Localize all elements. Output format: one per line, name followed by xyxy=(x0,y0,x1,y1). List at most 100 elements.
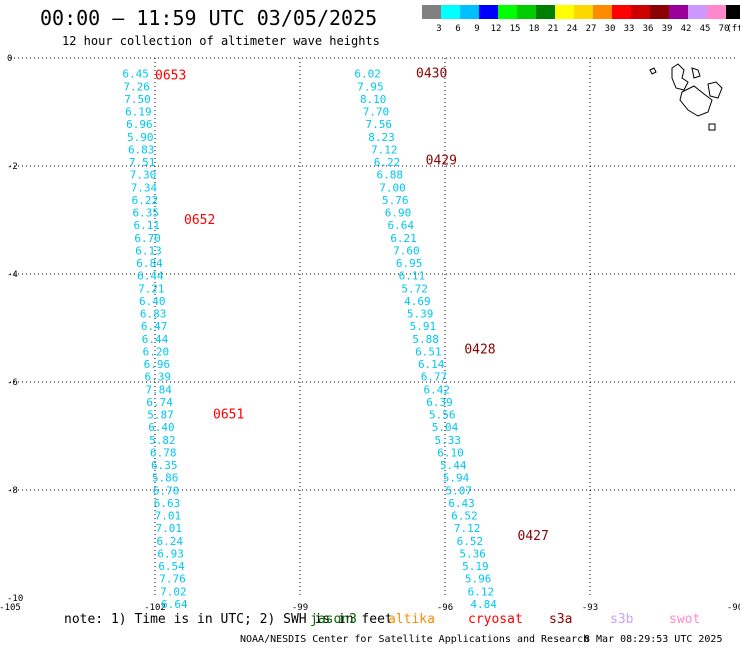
wave-height-value: 5.96 xyxy=(465,573,492,586)
lat-label: 0 xyxy=(7,54,12,64)
wave-height-value: 6.40 xyxy=(139,295,166,308)
wave-height-value: 7.50 xyxy=(124,93,151,106)
legend-swatch-3 xyxy=(422,5,441,19)
satellite-jason3: jason3 xyxy=(310,612,357,627)
wave-height-value: 7.26 xyxy=(123,80,150,93)
legend-label: 18 xyxy=(529,24,540,34)
wave-height-value: 6.20 xyxy=(143,345,170,358)
pass-time-label: 0428 xyxy=(464,343,495,358)
credit-line: NOAA/NESDIS Center for Satellite Applica… xyxy=(240,634,590,645)
wave-height-value: 6.44 xyxy=(137,270,164,283)
satellite-cryosat: cryosat xyxy=(468,612,523,627)
lat-label: -10 xyxy=(7,594,23,604)
wave-height-value: 5.56 xyxy=(429,409,456,422)
lat-label: -2 xyxy=(7,162,18,172)
wave-height-value: 5.19 xyxy=(462,560,489,573)
legend-label: 6 xyxy=(455,24,460,34)
wave-height-value: 6.95 xyxy=(396,257,423,270)
wave-height-value: 6.47 xyxy=(141,320,168,333)
lon-label: -90 xyxy=(727,603,740,613)
wave-height-value: 6.83 xyxy=(140,308,167,321)
satellite-altika: altika xyxy=(388,612,435,627)
legend-swatch-70 xyxy=(707,5,726,19)
legend-label: 36 xyxy=(643,24,654,34)
wave-height-value: 5.76 xyxy=(382,194,409,207)
wave-height-value: 6.93 xyxy=(157,547,184,560)
wave-height-value: 7.01 xyxy=(155,510,182,523)
wave-height-value: 5.04 xyxy=(432,421,459,434)
wave-height-value: 5.90 xyxy=(127,131,154,144)
wave-height-value: 7.51 xyxy=(129,156,156,169)
wave-height-value: 7.12 xyxy=(454,522,481,535)
wave-height-value: 6.70 xyxy=(153,484,180,497)
altimeter-tracks: 6.457.267.506.196.965.906.837.517.307.34… xyxy=(122,68,497,611)
wave-height-value: 4.84 xyxy=(470,598,497,611)
legend-label: 70 xyxy=(719,24,730,34)
pass-time-label: 0653 xyxy=(155,69,186,84)
wave-height-value: 5.39 xyxy=(407,308,434,321)
wave-height-value: 5.87 xyxy=(147,409,174,422)
pass-time-label: 0430 xyxy=(416,67,447,82)
wave-height-value: 7.84 xyxy=(145,383,172,396)
island-shape xyxy=(691,67,701,79)
wave-height-value: 6.22 xyxy=(374,156,401,169)
wave-height-value: 6.52 xyxy=(457,535,484,548)
legend-swatch-6 xyxy=(441,5,460,19)
wave-height-value: 5.33 xyxy=(435,434,462,447)
wave-height-value: 6.10 xyxy=(437,446,464,459)
wave-height-value: 6.13 xyxy=(135,244,162,257)
wave-height-value: 6.96 xyxy=(144,358,171,371)
island-shape xyxy=(671,63,689,91)
wave-height-value: 7.00 xyxy=(379,181,406,194)
wave-height-value: 5.86 xyxy=(152,472,179,485)
wave-height-value: 7.34 xyxy=(131,181,158,194)
satellite-s3a: s3a xyxy=(549,612,573,627)
legend-swatch-12 xyxy=(479,5,498,19)
legend-label: 9 xyxy=(474,24,479,34)
wave-height-value: 5.82 xyxy=(149,434,176,447)
wave-height-value: 5.88 xyxy=(412,333,439,346)
legend-swatch-15 xyxy=(498,5,517,19)
map-grid: -105 -102 -99 -96 -93 -90 0 -2 -4 -6 -8 -10 xyxy=(0,54,740,613)
island-shape xyxy=(707,81,723,99)
pass-time-label: 0652 xyxy=(184,213,215,228)
wave-height-value: 6.35 xyxy=(151,459,178,472)
wave-height-value: 6.02 xyxy=(354,68,381,81)
legend-swatch-39 xyxy=(650,5,669,19)
wave-height-value: 6.83 xyxy=(128,143,155,156)
lat-label: -6 xyxy=(7,378,18,388)
legend-swatch-45 xyxy=(688,5,707,19)
island-shape xyxy=(708,123,716,131)
wave-height-value: 6.88 xyxy=(377,169,404,182)
lat-label: -4 xyxy=(7,270,18,280)
island-shape xyxy=(679,85,713,117)
legend-label: 15 xyxy=(510,24,521,34)
wave-height-value: 6.77 xyxy=(421,371,448,384)
legend-label: 33 xyxy=(624,24,635,34)
wave-height-value: 6.54 xyxy=(158,560,185,573)
wave-height-value: 6.52 xyxy=(451,510,478,523)
wave-height-value: 7.56 xyxy=(365,118,392,131)
wave-height-value: 7.95 xyxy=(357,80,384,93)
wave-height-value: 7.30 xyxy=(130,169,157,182)
lat-label: -8 xyxy=(7,486,18,496)
lon-label: -96 xyxy=(437,603,453,613)
pass-time-label: 0429 xyxy=(426,154,457,169)
legend-swatch-max xyxy=(726,5,740,19)
wave-height-value: 6.43 xyxy=(448,497,475,510)
lon-label: -102 xyxy=(144,603,166,613)
wave-height-value: 5.91 xyxy=(410,320,437,333)
wave-height-value: 6.96 xyxy=(126,118,153,131)
legend-swatch-30 xyxy=(593,5,612,19)
legend-label: 21 xyxy=(548,24,559,34)
wave-height-value: 6.45 xyxy=(122,68,149,81)
page-title: 00:00 – 11:59 UTC 03/05/2025 xyxy=(40,6,378,30)
wave-height-value: 6.63 xyxy=(154,497,181,510)
pass-time-label: 0427 xyxy=(518,529,549,544)
legend-label: 24 xyxy=(567,24,578,34)
wave-height-value: 8.10 xyxy=(360,93,387,106)
legend-label: 42 xyxy=(681,24,692,34)
legend-swatch-27 xyxy=(574,5,593,19)
lon-label: -93 xyxy=(582,603,598,613)
